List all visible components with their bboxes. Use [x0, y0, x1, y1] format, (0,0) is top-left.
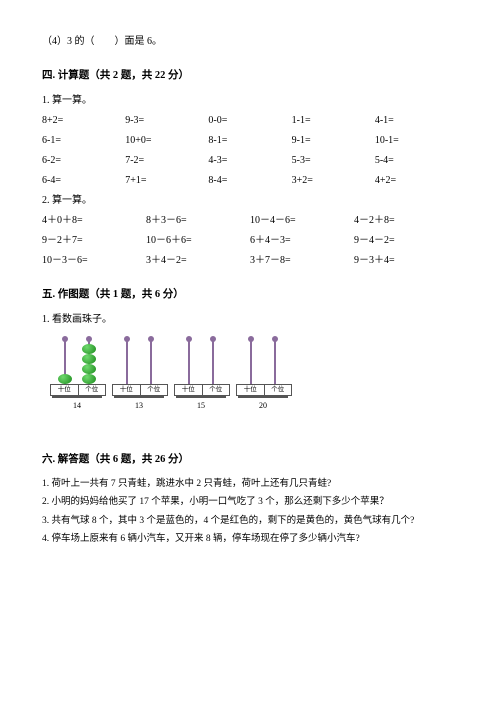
calc-cell: 9－4－2= [354, 233, 458, 249]
calc-row: 10－3－6=3＋4－2=3＋7－8=9－3＋4= [42, 253, 458, 269]
bead [82, 344, 96, 354]
calc-cell: 1-1= [292, 113, 375, 129]
section-4-title: 四. 计算题（共 2 题，共 22 分） [42, 68, 458, 85]
calc-cell: 3＋7－8= [250, 253, 354, 269]
calc-cell: 10－3－6= [42, 253, 146, 269]
place-label: 个位 [79, 385, 106, 395]
calc-cell: 0-0= [208, 113, 291, 129]
sec5-prompt-1: 1. 看数画珠子。 [42, 312, 458, 328]
calc-cell: 9-1= [292, 133, 375, 149]
calc-cell: 10+0= [125, 133, 208, 149]
section-6-title: 六. 解答题（共 6 题，共 26 分） [42, 452, 458, 469]
calc-cell: 6-2= [42, 153, 125, 169]
calc-cell: 8＋3－6= [146, 213, 250, 229]
calc-cell: 7-2= [125, 153, 208, 169]
calc-row: 8+2=9-3=0-0=1-1=4-1= [42, 113, 458, 129]
abacus-number: 20 [259, 400, 267, 413]
word-problem: 3. 共有气球 8 个，其中 3 个是蓝色的，4 个是红色的，剩下的是黄色的，黄… [42, 514, 458, 529]
calc-cell: 5-4= [375, 153, 458, 169]
bead [58, 374, 72, 384]
calc-cell: 3＋4－2= [146, 253, 250, 269]
abacus-base: 十位个位 [112, 384, 168, 396]
calc-cell: 9-3= [125, 113, 208, 129]
abacus: 十位个位13 [114, 336, 164, 413]
place-label: 个位 [141, 385, 168, 395]
calc-cell: 7+1= [125, 173, 208, 189]
calc-block-1: 8+2=9-3=0-0=1-1=4-1= 6-1=10+0=8-1=9-1=10-… [42, 113, 458, 189]
abacus-row: 十位个位14十位个位13十位个位15十位个位20 [52, 336, 458, 413]
calc-cell: 4-1= [375, 113, 458, 129]
calc-cell: 6-1= [42, 133, 125, 149]
calc-cell: 6＋4－3= [250, 233, 354, 249]
calc-cell: 8+2= [42, 113, 125, 129]
calc-cell: 8-1= [208, 133, 291, 149]
calc-cell: 4－2＋8= [354, 213, 458, 229]
calc-cell: 10－6＋6= [146, 233, 250, 249]
place-label: 个位 [265, 385, 292, 395]
abacus-number: 13 [135, 400, 143, 413]
calc-row: 6-2=7-2=4-3=5-3=5-4= [42, 153, 458, 169]
calc-cell: 3+2= [292, 173, 375, 189]
abacus: 十位个位20 [238, 336, 288, 413]
calc-cell: 9－2＋7= [42, 233, 146, 249]
word-problem: 2. 小明的妈妈给他买了 17 个苹果，小明一口气吃了 3 个，那么还剩下多少个… [42, 495, 458, 510]
calc-row: 4＋0＋8=8＋3－6=10－4－6=4－2＋8= [42, 213, 458, 229]
place-label: 十位 [175, 385, 203, 395]
calc-cell: 10－4－6= [250, 213, 354, 229]
place-label: 十位 [113, 385, 141, 395]
word-problem: 1. 荷叶上一共有 7 只青蛙，跳进水中 2 只青蛙，荷叶上还有几只青蛙? [42, 477, 458, 492]
calc-block-2: 4＋0＋8=8＋3－6=10－4－6=4－2＋8= 9－2＋7=10－6＋6=6＋… [42, 213, 458, 269]
calc-cell: 6-4= [42, 173, 125, 189]
sec4-prompt-1: 1. 算一算。 [42, 93, 458, 109]
calc-cell: 8-4= [208, 173, 291, 189]
calc-cell: 10-1= [375, 133, 458, 149]
word-problem: 4. 停车场上原来有 6 辆小汽车，又开来 8 辆，停车场现在停了多少辆小汽车? [42, 532, 458, 547]
calc-row: 6-4=7+1=8-4=3+2=4+2= [42, 173, 458, 189]
abacus: 十位个位14 [52, 336, 102, 413]
sec6-questions: 1. 荷叶上一共有 7 只青蛙，跳进水中 2 只青蛙，荷叶上还有几只青蛙? 2. … [42, 477, 458, 547]
abacus-base: 十位个位 [50, 384, 106, 396]
place-label: 十位 [237, 385, 265, 395]
calc-cell: 5-3= [292, 153, 375, 169]
abacus-base: 十位个位 [174, 384, 230, 396]
calc-row: 9－2＋7=10－6＋6=6＋4－3=9－4－2= [42, 233, 458, 249]
section-5-title: 五. 作图题（共 1 题，共 6 分） [42, 287, 458, 304]
bead [82, 364, 96, 374]
calc-cell: 4-3= [208, 153, 291, 169]
calc-cell: 9－3＋4= [354, 253, 458, 269]
abacus-base: 十位个位 [236, 384, 292, 396]
abacus-number: 14 [73, 400, 81, 413]
calc-cell: 4＋0＋8= [42, 213, 146, 229]
abacus-number: 15 [197, 400, 205, 413]
place-label: 个位 [203, 385, 230, 395]
bead [82, 354, 96, 364]
question-4-fill: （4）3 的（ ）面是 6。 [42, 34, 458, 50]
calc-row: 6-1=10+0=8-1=9-1=10-1= [42, 133, 458, 149]
sec4-prompt-2: 2. 算一算。 [42, 193, 458, 209]
place-label: 十位 [51, 385, 79, 395]
abacus: 十位个位15 [176, 336, 226, 413]
bead [82, 374, 96, 384]
calc-cell: 4+2= [375, 173, 458, 189]
